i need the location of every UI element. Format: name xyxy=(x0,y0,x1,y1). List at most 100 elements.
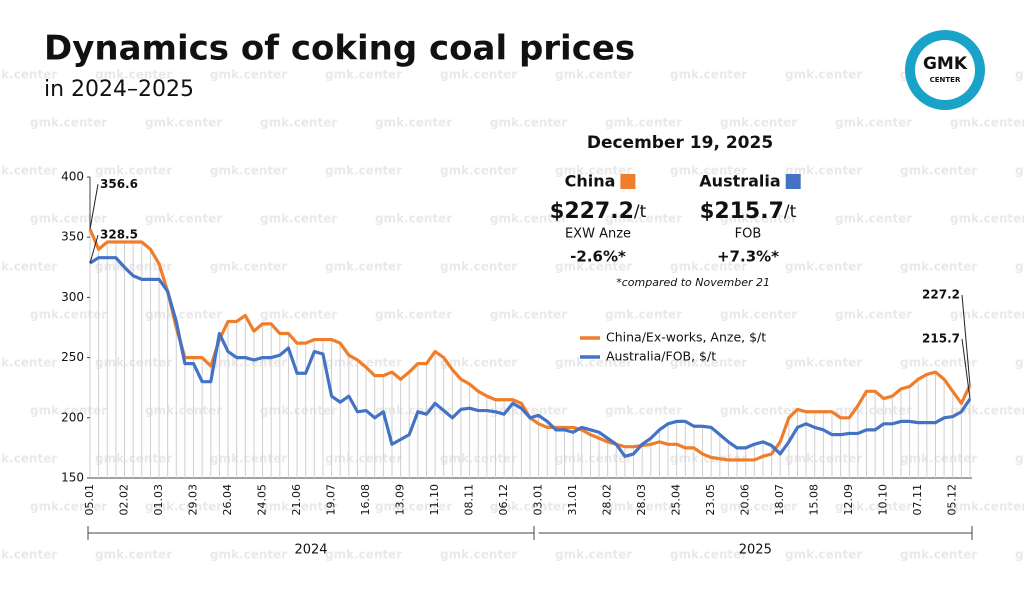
watermark: gmk.center xyxy=(145,500,222,514)
watermark: gmk.center xyxy=(900,452,977,466)
watermark: gmk.center xyxy=(145,404,222,418)
watermark: gmk.center xyxy=(670,548,747,562)
watermark: gmk.center xyxy=(325,164,402,178)
y-tick-label: 350 xyxy=(61,230,84,244)
watermark: gmk.center xyxy=(440,356,517,370)
watermark: gmk.center xyxy=(325,356,402,370)
watermark: gmk.center xyxy=(1015,260,1024,274)
x-tick-label: 12.09 xyxy=(842,484,855,516)
x-tick-label: 18.07 xyxy=(773,484,786,516)
watermark: gmk.center xyxy=(835,212,912,226)
info-swatch xyxy=(620,174,636,189)
x-tick-label: 21.06 xyxy=(290,484,303,516)
label-leader xyxy=(89,184,99,230)
logo-inner xyxy=(915,40,975,100)
watermark: gmk.center xyxy=(605,116,682,130)
info-price-price: 227.2 xyxy=(564,199,634,224)
watermark: gmk.center xyxy=(145,116,222,130)
watermark: gmk.center xyxy=(1015,452,1024,466)
data-label: 227.2 xyxy=(922,288,960,302)
x-tick-label: 25.04 xyxy=(670,484,683,516)
watermark: gmk.center xyxy=(835,500,912,514)
x-tick-label: 24.05 xyxy=(256,484,269,516)
x-tick-label: 03.01 xyxy=(532,484,545,516)
watermark: gmk.center xyxy=(835,308,912,322)
watermark: gmk.center xyxy=(375,308,452,322)
watermark: gmk.center xyxy=(900,164,977,178)
watermark: gmk.center xyxy=(1015,68,1024,82)
watermark: gmk.center xyxy=(440,260,517,274)
watermark: gmk.center xyxy=(835,116,912,130)
logo-text: CENTER xyxy=(930,76,961,84)
watermark: gmk.center xyxy=(260,116,337,130)
y-tick-label: 200 xyxy=(61,410,84,424)
watermark: gmk.center xyxy=(670,164,747,178)
info-price-prefix: $ xyxy=(700,199,715,223)
info-price-prefix: $ xyxy=(550,199,565,223)
watermark: gmk.center xyxy=(670,356,747,370)
x-tick-label: 10.10 xyxy=(877,484,890,516)
watermark: gmk.center xyxy=(325,260,402,274)
watermark: gmk.center xyxy=(0,260,57,274)
info-price: $227.2/t xyxy=(550,199,647,224)
chart-subtitle: in 2024–2025 xyxy=(44,77,194,102)
watermark: gmk.center xyxy=(555,164,632,178)
label-leader xyxy=(961,295,971,386)
watermark-layer: gmk.center gmk.center gmk.center gmk.center… xyxy=(0,68,1024,562)
watermark: gmk.center xyxy=(210,452,287,466)
watermark: gmk.center xyxy=(30,212,107,226)
info-change: -2.6%* xyxy=(570,248,626,266)
x-tick-label: 05.12 xyxy=(946,484,959,516)
x-tick-label: 02.02 xyxy=(118,484,131,516)
watermark: gmk.center xyxy=(30,404,107,418)
info-basis: FOB xyxy=(735,227,762,242)
watermark: gmk.center xyxy=(0,164,57,178)
watermark: gmk.center xyxy=(605,500,682,514)
watermark: gmk.center xyxy=(30,308,107,322)
watermark: gmk.center xyxy=(670,68,747,82)
watermark: gmk.center xyxy=(900,548,977,562)
watermark: gmk.center xyxy=(95,356,172,370)
info-name: Australia xyxy=(699,172,780,191)
watermark: gmk.center xyxy=(1015,164,1024,178)
watermark: gmk.center xyxy=(1015,548,1024,562)
watermark: gmk.center xyxy=(555,548,632,562)
watermark: gmk.center xyxy=(95,164,172,178)
watermark: gmk.center xyxy=(440,164,517,178)
data-label: 328.5 xyxy=(100,228,138,242)
info-swatch xyxy=(785,174,801,189)
watermark: gmk.center xyxy=(950,212,1024,226)
watermark: gmk.center xyxy=(490,308,567,322)
info-price: $215.7/t xyxy=(700,199,797,224)
legend-label: China/Ex-works, Anze, $/t xyxy=(606,330,766,345)
x-tick-label: 26.04 xyxy=(221,484,234,516)
watermark: gmk.center xyxy=(95,548,172,562)
watermark: gmk.center xyxy=(835,404,912,418)
y-tick-label: 400 xyxy=(61,170,84,184)
x-tick-label: 11.10 xyxy=(428,484,441,516)
watermark: gmk.center xyxy=(210,164,287,178)
watermark: gmk.center xyxy=(720,212,797,226)
watermark: gmk.center xyxy=(95,452,172,466)
watermark: gmk.center xyxy=(785,68,862,82)
info-footnote: *compared to November 21 xyxy=(616,276,770,289)
watermark: gmk.center xyxy=(900,260,977,274)
watermark: gmk.center xyxy=(145,308,222,322)
label-leader xyxy=(961,338,971,399)
label-leader xyxy=(89,234,99,264)
watermark: gmk.center xyxy=(325,452,402,466)
x-tick-label: 07.11 xyxy=(911,484,924,516)
watermark: gmk.center xyxy=(490,212,567,226)
watermark: gmk.center xyxy=(145,212,222,226)
watermark: gmk.center xyxy=(95,68,172,82)
x-tick-label: 06.12 xyxy=(497,484,510,516)
watermark: gmk.center xyxy=(605,308,682,322)
watermark: gmk.center xyxy=(950,116,1024,130)
watermark: gmk.center xyxy=(30,116,107,130)
year-label: 2025 xyxy=(739,543,772,558)
watermark: gmk.center xyxy=(950,500,1024,514)
watermark: gmk.center xyxy=(1015,356,1024,370)
data-label: 356.6 xyxy=(100,177,138,191)
watermark: gmk.center xyxy=(375,500,452,514)
